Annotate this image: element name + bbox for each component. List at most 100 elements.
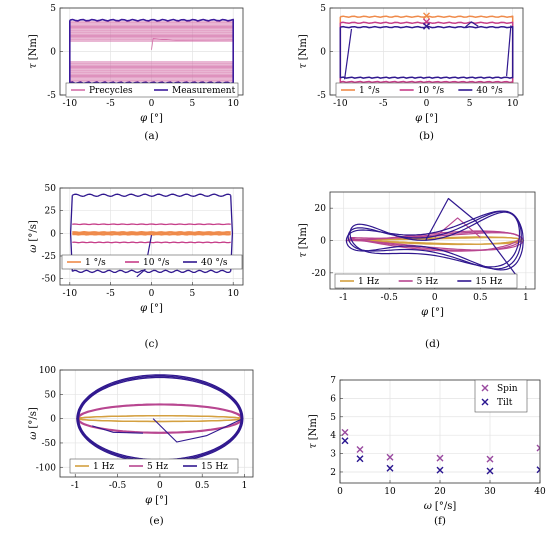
phase-loop [76, 374, 244, 464]
legend: 1 °/s 10 °/s 40 °/s [61, 254, 243, 270]
legend-label: 40 °/s [476, 86, 503, 96]
data-point [436, 454, 444, 462]
y-tick-label: 0 [50, 48, 56, 58]
data-point [536, 466, 540, 474]
data-point [386, 453, 394, 461]
legend-box [65, 82, 239, 98]
legend-label: 40 °/s [201, 258, 228, 268]
panel-caption: (a) [144, 130, 158, 142]
legend-box [334, 273, 518, 289]
x-tick-label: 5 [467, 99, 473, 109]
x-tick-label: 0 [157, 481, 163, 491]
y-axis-symbol: ω [28, 432, 39, 440]
x-tick-label: -10 [63, 289, 78, 299]
precycle-initial [151, 38, 234, 50]
series-0 [72, 231, 231, 236]
y-axis-unit: [Nm] [28, 34, 39, 60]
y-tick-label: 25 [45, 207, 57, 217]
x-tick-label: 0.5 [195, 481, 210, 491]
x-tick-label: 0 [149, 99, 155, 109]
y-tick-label: 0 [50, 229, 56, 239]
x-tick-label: 5 [189, 99, 195, 109]
series-layer [76, 374, 244, 464]
data-point [486, 467, 494, 475]
panel-caption: (c) [144, 338, 158, 350]
y-tick-label: 5 [50, 4, 56, 14]
x-axis-symbol: φ [421, 307, 428, 318]
legend-label: Spin [497, 384, 518, 394]
y-axis-unit: [°/s] [28, 407, 39, 428]
x-tick-label: -1 [71, 481, 80, 491]
legend-marker [481, 384, 489, 392]
x-tick-label: 1 [242, 481, 248, 491]
series-layer [345, 197, 524, 277]
phase-loop [77, 376, 242, 461]
data-point [536, 444, 540, 452]
x-tick-label: 10 [227, 289, 239, 299]
legend-marker [481, 398, 489, 406]
data-point [356, 446, 364, 454]
y-axis-symbol: τ [298, 63, 309, 69]
y-axis-symbol: τ [28, 63, 39, 69]
bump-line [464, 21, 479, 28]
legend-label: 1 Hz [358, 277, 379, 287]
legend: Precycles Measurement [65, 82, 239, 98]
x-axis-label: φ [°] [421, 307, 444, 318]
y-axis-symbol: ω [28, 245, 39, 253]
panel-caption: (f) [434, 515, 446, 527]
x-tick-label: -1 [339, 293, 348, 303]
transition-line [506, 25, 512, 76]
y-tick-label: 4 [330, 431, 336, 441]
y-tick-label: -100 [36, 463, 56, 473]
x-tick-label: 0 [337, 487, 343, 497]
legend-label: 10 °/s [143, 258, 170, 268]
velocity-upper [72, 223, 231, 226]
y-tick-label: -50 [42, 275, 57, 285]
x-axis-unit: [°] [155, 495, 168, 506]
start-marker [423, 22, 430, 30]
panel-caption: (b) [419, 130, 434, 142]
data-point [341, 437, 349, 445]
x-axis-symbol: φ [415, 113, 422, 124]
x-tick-label: 10 [227, 99, 239, 109]
x-tick-label: -10 [333, 99, 348, 109]
x-tick-label: 5 [189, 289, 195, 299]
x-tick-label: -0.5 [381, 293, 399, 303]
hysteresis-loop [339, 21, 514, 84]
x-axis-symbol: ω [424, 501, 432, 512]
legend-label: 15 Hz [201, 462, 228, 472]
y-tick-label: 5 [330, 413, 336, 423]
legend-label: 10 °/s [418, 86, 445, 96]
legend-label: 1 °/s [359, 86, 380, 96]
x-tick-label: -0.5 [109, 481, 127, 491]
y-tick-label: 5 [320, 4, 326, 14]
transient-line [152, 418, 244, 443]
panel-a: -10 -5 0 5 10 -5 0 5 φ [°] τ [Nm] Precycles Measureme… [28, 4, 244, 142]
x-axis-label: φ [°] [415, 113, 438, 124]
legend: 1 Hz 5 Hz 15 Hz [334, 273, 518, 289]
y-axis-label: τ [Nm] [308, 414, 319, 449]
series-layer [341, 428, 540, 475]
legend-label: Measurement [172, 86, 236, 96]
velocity-upper [72, 193, 231, 197]
x-axis-label: φ [°] [140, 113, 163, 124]
y-tick-label: 0 [50, 415, 56, 425]
y-tick-label: -5 [47, 91, 56, 101]
plot-frame [59, 369, 254, 478]
transition-line [344, 28, 353, 80]
start-marker [423, 12, 430, 20]
velocity-lower [72, 232, 231, 236]
panel-caption: (d) [425, 338, 440, 350]
y-tick-label: 3 [330, 450, 336, 460]
legend-box [335, 82, 519, 98]
y-axis-label: ω [°/s] [28, 220, 39, 253]
legend: Spin Tilt [474, 379, 528, 413]
velocity-upper [72, 231, 231, 234]
y-axis-unit: [Nm] [298, 34, 309, 60]
x-axis-unit: [°] [425, 113, 438, 124]
transient-line [92, 425, 144, 434]
legend: 1 °/s 10 °/s 40 °/s [335, 82, 519, 98]
phase-loop [77, 375, 243, 462]
transient-line [425, 197, 518, 277]
